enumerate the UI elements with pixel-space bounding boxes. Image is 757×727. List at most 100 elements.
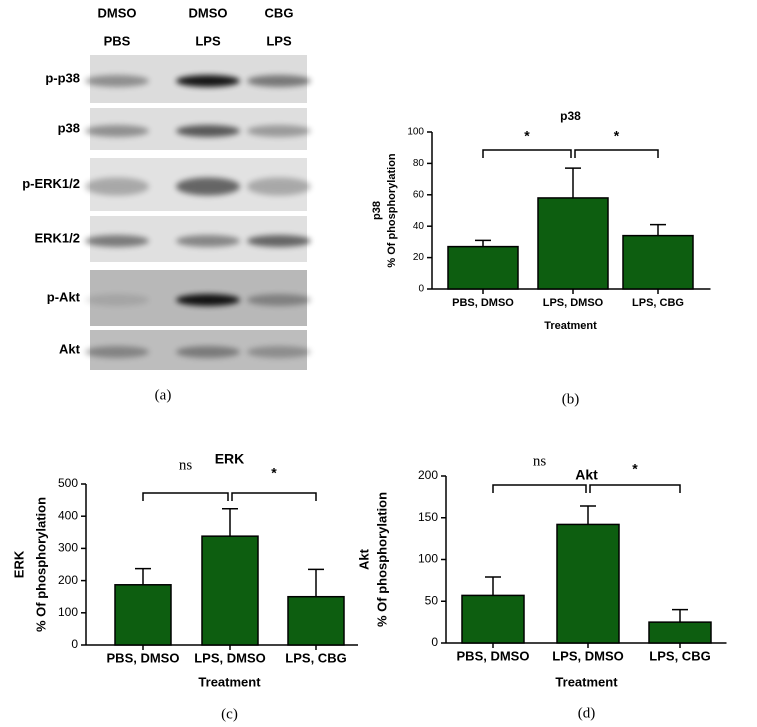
- blot-band: [85, 177, 149, 196]
- blot-band: [85, 235, 149, 247]
- blot-band: [85, 125, 149, 137]
- blot-band: [176, 294, 240, 306]
- blot-band: [247, 235, 311, 247]
- chart-title: Akt: [575, 467, 598, 483]
- x-axis-label: Treatment: [198, 674, 261, 689]
- significance-label: *: [524, 128, 530, 144]
- panel-label: (b): [562, 391, 580, 407]
- significance-label: *: [614, 128, 620, 144]
- blot-band: [85, 75, 149, 87]
- row-label: p-p38: [45, 70, 80, 85]
- column-header: DMSO: [98, 5, 137, 20]
- row-label: p38: [58, 120, 80, 135]
- column-header: DMSO: [189, 5, 228, 20]
- blot-band: [85, 294, 149, 306]
- significance-bracket: [492, 484, 587, 493]
- column-header: LPS: [266, 33, 292, 48]
- error-bar: [475, 239, 491, 247]
- error-bar: [672, 608, 688, 623]
- significance-label: ns: [179, 457, 193, 473]
- significance-label: *: [271, 465, 277, 481]
- blot-band: [176, 125, 240, 137]
- bar: [114, 584, 172, 646]
- row-label: p-ERK1/2: [22, 176, 80, 191]
- column-header: LPS: [195, 33, 221, 48]
- error-bar: [565, 167, 581, 198]
- y-tick-label: 100: [407, 127, 424, 138]
- bar: [447, 245, 519, 290]
- panel-label: (c): [221, 706, 238, 722]
- column-header: PBS: [104, 33, 131, 48]
- y-tick-label: 60: [413, 189, 425, 200]
- significance-bracket: [574, 149, 659, 158]
- significance-label: ns: [533, 453, 547, 469]
- blot-band: [247, 346, 311, 358]
- y-axis-label: ERK: [11, 550, 26, 578]
- x-tick-label: LPS, CBG: [649, 648, 710, 663]
- row-label: ERK1/2: [34, 230, 80, 245]
- blot-band: [247, 177, 311, 196]
- error-bar: [135, 567, 151, 585]
- y-axis-label: Akt: [356, 548, 371, 570]
- blot-band: [176, 177, 240, 196]
- y-tick-label: 40: [413, 221, 425, 232]
- x-tick-label: LPS, CBG: [285, 650, 346, 665]
- chart-title: p38: [560, 109, 581, 123]
- x-tick-label: LPS, DMSO: [552, 648, 624, 663]
- blot-band: [176, 235, 240, 247]
- y-axis-label: % Of phosphorylation: [386, 153, 398, 268]
- bar: [648, 621, 712, 644]
- bar: [556, 523, 620, 644]
- column-header: CBG: [265, 5, 294, 20]
- error-bar: [485, 576, 501, 596]
- bar: [537, 197, 609, 290]
- error-bar: [222, 508, 238, 537]
- panel-label: (a): [155, 387, 172, 403]
- x-tick-label: LPS, CBG: [632, 297, 684, 309]
- bar: [461, 594, 525, 644]
- panel-label: (d): [578, 705, 596, 721]
- significance-bracket: [142, 492, 229, 501]
- significance-bracket: [231, 492, 317, 501]
- bar: [622, 234, 694, 290]
- y-tick-label: 200: [58, 573, 78, 587]
- x-tick-label: LPS, DMSO: [543, 297, 604, 309]
- y-tick-label: 0: [71, 637, 78, 651]
- bar: [201, 535, 259, 646]
- error-bar: [650, 223, 666, 236]
- chart-title: ERK: [215, 451, 245, 467]
- row-label: p-Akt: [47, 289, 81, 304]
- bar: [287, 595, 345, 646]
- row-label: Akt: [59, 341, 81, 356]
- y-axis-label: % Of phosphorylation: [33, 497, 48, 632]
- blot-band: [247, 294, 311, 306]
- y-tick-label: 0: [418, 284, 424, 295]
- y-axis-label: p38: [371, 201, 383, 220]
- y-tick-label: 150: [418, 510, 438, 524]
- x-axis-label: Treatment: [544, 320, 597, 332]
- y-tick-label: 100: [58, 605, 78, 619]
- blot-band: [176, 75, 240, 87]
- y-tick-label: 100: [418, 552, 438, 566]
- y-axis-label: % Of phosphorylation: [374, 492, 389, 627]
- y-tick-label: 200: [418, 468, 438, 482]
- error-bar: [308, 568, 324, 597]
- y-tick-label: 50: [425, 593, 439, 607]
- error-bar: [580, 505, 596, 525]
- y-tick-label: 80: [413, 158, 425, 169]
- y-tick-label: 500: [58, 476, 78, 490]
- blot-band: [176, 346, 240, 358]
- y-tick-label: 300: [58, 541, 78, 555]
- significance-bracket: [589, 484, 681, 493]
- significance-label: *: [632, 461, 638, 477]
- x-tick-label: PBS, DMSO: [452, 297, 514, 309]
- x-axis-label: Treatment: [555, 674, 618, 689]
- x-tick-label: LPS, DMSO: [194, 650, 266, 665]
- blot-band: [85, 346, 149, 358]
- x-tick-label: PBS, DMSO: [107, 650, 180, 665]
- y-tick-label: 0: [431, 635, 438, 649]
- blot-band: [247, 75, 311, 87]
- x-tick-label: PBS, DMSO: [457, 648, 530, 663]
- y-tick-label: 400: [58, 508, 78, 522]
